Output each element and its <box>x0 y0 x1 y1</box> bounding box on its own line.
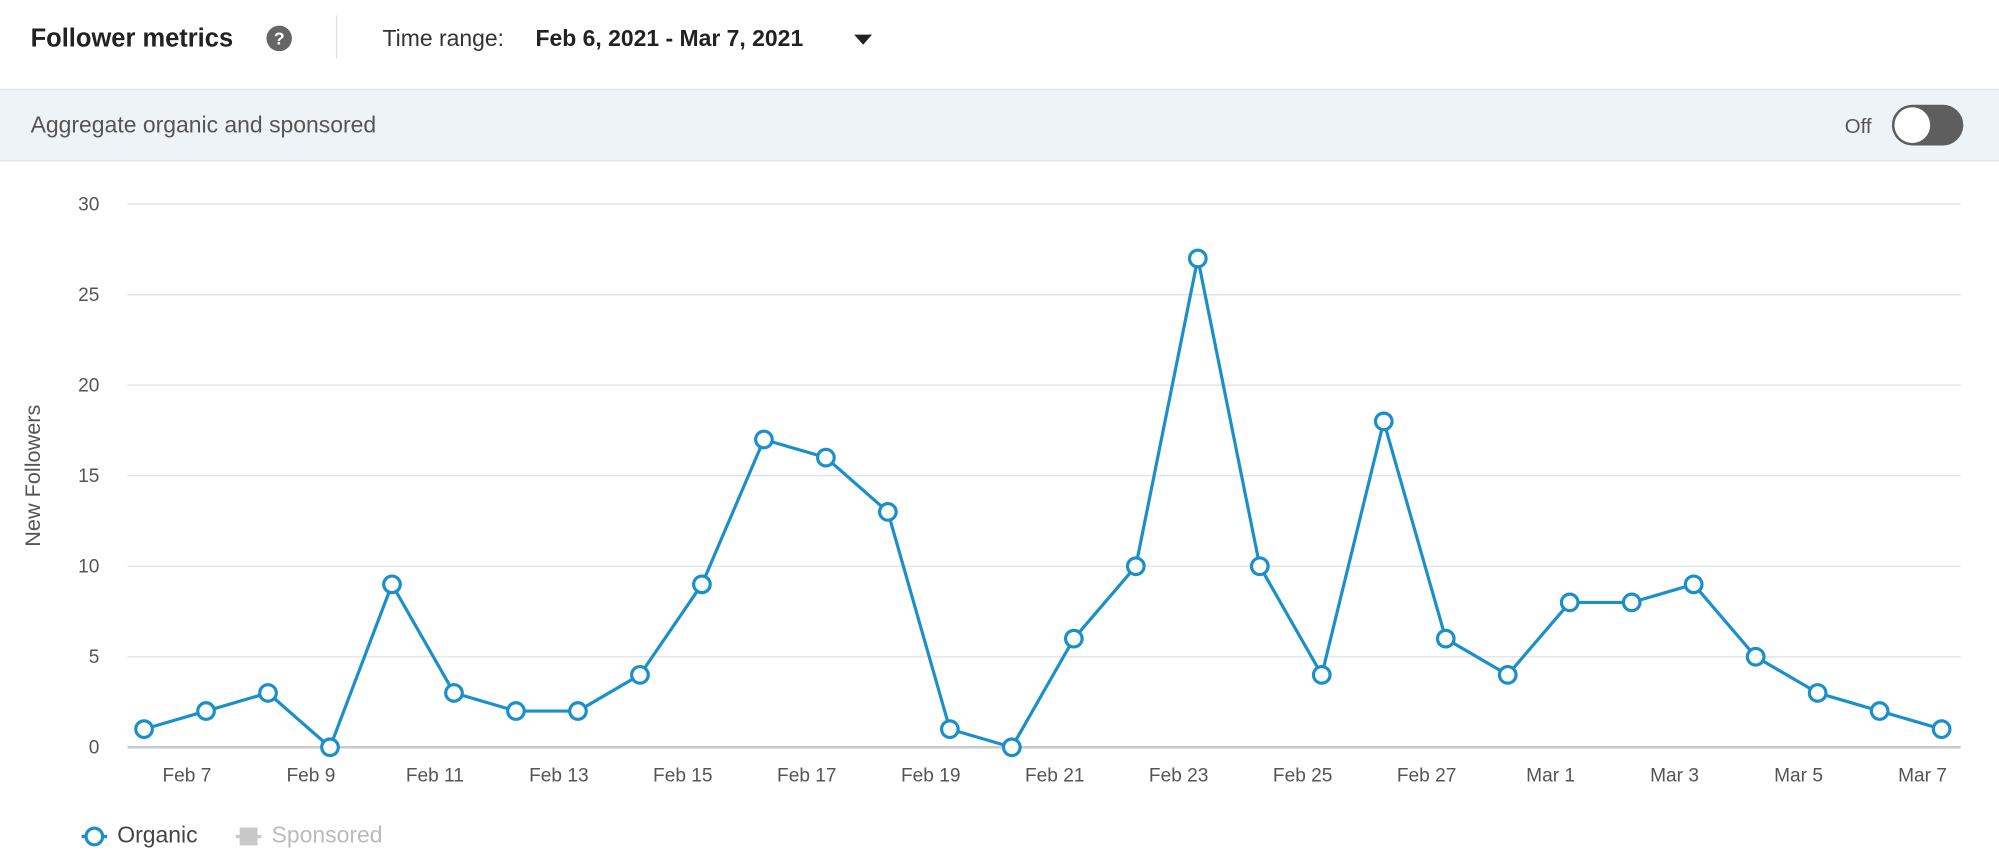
x-tick-label: Feb 23 <box>1149 766 1209 787</box>
point <box>1745 646 1766 667</box>
x-tick-label: Mar 3 <box>1650 766 1699 787</box>
x-tick-label: Feb 11 <box>406 766 464 787</box>
x-tick-label: Feb 17 <box>777 766 837 787</box>
aggregate-band <box>0 89 1999 161</box>
point <box>1187 248 1208 269</box>
y-tick-label: 15 <box>78 466 99 487</box>
point <box>1063 628 1084 649</box>
y-tick-label: 5 <box>89 647 100 668</box>
x-tick-label: Feb 9 <box>286 766 335 787</box>
point <box>878 502 898 522</box>
toggle[interactable] <box>1891 104 1964 146</box>
point <box>1435 628 1456 649</box>
point <box>939 719 960 740</box>
point <box>444 683 464 703</box>
time-range-value[interactable]: Feb 6, 2021 - Mar 7, 2021 <box>535 25 803 51</box>
help-icon[interactable]: ? <box>266 25 292 52</box>
dropdown-caret[interactable] <box>854 34 873 45</box>
y-tick-label: 25 <box>78 285 99 306</box>
point <box>258 683 278 703</box>
legend-marker <box>84 826 105 847</box>
legend-label: Organic <box>117 822 197 848</box>
help-circle[interactable] <box>266 25 292 52</box>
x-tick-label: Mar 7 <box>1898 766 1947 787</box>
x-tick-label: Feb 7 <box>162 766 211 787</box>
y-tick-label: 20 <box>78 376 99 397</box>
point <box>134 719 154 740</box>
toggle-knob[interactable] <box>1894 107 1931 143</box>
y-tick-label: 0 <box>89 738 100 759</box>
point <box>196 701 216 721</box>
point <box>1869 701 1890 721</box>
point <box>630 664 650 685</box>
point <box>1559 592 1580 613</box>
aggregate-label: Aggregate organic and sponsored <box>31 111 377 137</box>
point <box>1683 574 1704 595</box>
point <box>1311 664 1332 685</box>
point <box>1125 556 1146 577</box>
y-tick-label: 10 <box>78 557 99 578</box>
y-axis-label: New Followers <box>20 405 45 547</box>
x-tick-label: Mar 1 <box>1526 766 1575 787</box>
point <box>692 574 712 595</box>
point <box>1807 683 1828 703</box>
point <box>816 447 836 468</box>
point <box>1249 556 1270 577</box>
point <box>506 701 526 721</box>
x-tick-label: Feb 13 <box>529 766 588 787</box>
title: Follower metrics <box>31 24 234 52</box>
legend-marker <box>239 827 258 846</box>
x-tick-label: Feb 25 <box>1273 766 1333 787</box>
x-tick-label: Feb 21 <box>1025 766 1085 787</box>
point <box>382 574 402 595</box>
legend-item[interactable]: Organic <box>81 822 198 848</box>
toggle-state: Off <box>1845 116 1872 138</box>
point <box>1621 592 1642 613</box>
legend-label: Sponsored <box>272 822 383 848</box>
x-tick-label: Feb 15 <box>653 766 712 787</box>
x-tick-label: Feb 19 <box>901 766 961 787</box>
point <box>568 701 588 721</box>
help-glyph[interactable]: ? <box>274 28 285 48</box>
x-tick-label: Feb 27 <box>1397 766 1457 787</box>
y-tick-label: 30 <box>78 194 99 215</box>
point <box>1931 719 1952 740</box>
line <box>143 258 1943 750</box>
point <box>1373 411 1394 432</box>
legend-item[interactable]: Sponsored <box>235 822 383 848</box>
time-range-label: Time range: <box>382 25 504 51</box>
x-tick-label: Mar 5 <box>1774 766 1823 787</box>
point <box>320 737 340 758</box>
point <box>754 429 774 450</box>
point <box>1497 664 1518 685</box>
point <box>1001 737 1022 758</box>
